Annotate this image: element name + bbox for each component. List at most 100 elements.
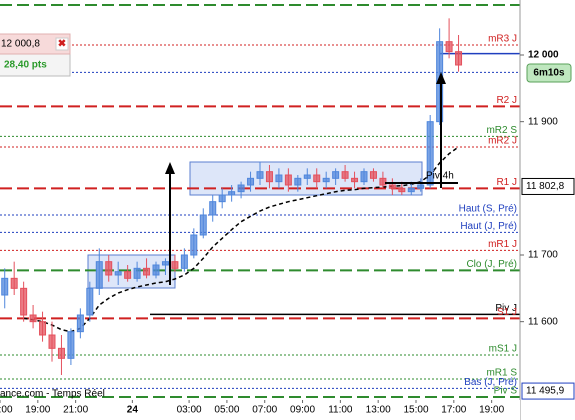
candle-body bbox=[398, 187, 406, 193]
annotation: Piv 4h bbox=[426, 171, 454, 182]
x-tick-label: 13:00 bbox=[366, 405, 391, 416]
candle-body bbox=[417, 184, 425, 189]
candle-body bbox=[48, 334, 56, 349]
x-tick-label: 15:00 bbox=[403, 405, 428, 416]
close-icon[interactable]: ✖ bbox=[58, 39, 66, 50]
candle-body bbox=[275, 174, 283, 183]
level-label: S1 J bbox=[497, 307, 517, 318]
level-label: mR2 S bbox=[486, 125, 517, 136]
level-label: Bas (J, Pré) bbox=[464, 377, 517, 388]
candle-body bbox=[369, 171, 377, 179]
candle-body bbox=[426, 121, 434, 186]
candle-body bbox=[294, 177, 302, 186]
candle-body bbox=[313, 174, 321, 183]
candle-body bbox=[180, 254, 188, 269]
level-label: mR1 J bbox=[488, 239, 517, 250]
candle-body bbox=[218, 194, 226, 203]
x-tick-label: 19:00 bbox=[479, 405, 504, 416]
axes: 12 000 11 900 11 700 11 600 11 802,8 11 495,9… bbox=[0, 50, 575, 416]
candle-body bbox=[228, 191, 236, 196]
candle-body bbox=[143, 267, 151, 276]
candle-body bbox=[20, 287, 28, 316]
candle-body bbox=[114, 271, 122, 276]
level-label: Haut (J, Pré) bbox=[460, 221, 517, 232]
x-tick-label: 03:00 bbox=[177, 405, 202, 416]
candle-body bbox=[351, 177, 359, 183]
widget-change: 28,40 pts bbox=[4, 60, 47, 71]
candle-body bbox=[360, 171, 368, 183]
x-axis-area bbox=[0, 400, 520, 420]
overlay: Piv 4h bbox=[165, 72, 458, 285]
level-label: R2 J bbox=[496, 95, 517, 106]
x-tick-label: 11:00 bbox=[328, 405, 353, 416]
candle-body bbox=[407, 187, 415, 193]
candle-body bbox=[86, 287, 94, 316]
y-tick-label: 11 700 bbox=[528, 250, 558, 261]
candle-body bbox=[379, 177, 387, 186]
x-tick-label: 21:00 bbox=[63, 405, 88, 416]
level-label: mR1 S bbox=[486, 368, 517, 379]
x-tick-label: 19:00 bbox=[25, 405, 50, 416]
timer: 6m10s bbox=[533, 68, 565, 79]
candle-body bbox=[133, 267, 141, 279]
candle-body bbox=[256, 171, 264, 179]
level-label: R1 J bbox=[496, 177, 517, 188]
x-tick-label: 24 bbox=[127, 405, 139, 416]
candle-body bbox=[1, 277, 9, 296]
price-marker-box bbox=[521, 382, 575, 400]
x-tick-label: 05:00 bbox=[214, 405, 239, 416]
candle-body bbox=[76, 314, 84, 333]
candle-body bbox=[455, 51, 463, 66]
candle-body bbox=[161, 261, 169, 266]
candle-body bbox=[445, 41, 453, 53]
candle-body bbox=[303, 174, 311, 179]
price-marker-box bbox=[521, 177, 575, 195]
candle-body bbox=[57, 347, 65, 359]
level-label: Piv J bbox=[495, 303, 517, 314]
level-label: mS1 J bbox=[489, 344, 517, 355]
close-button[interactable] bbox=[55, 37, 69, 51]
x-tick-label: 07:00 bbox=[252, 405, 277, 416]
price-marker-label: 11 495,9 bbox=[526, 386, 565, 397]
candle-body bbox=[341, 171, 349, 179]
arrow-head bbox=[165, 162, 175, 174]
candle-body bbox=[332, 171, 340, 179]
source: ance.com - Temps Réel bbox=[0, 389, 105, 400]
widget-price: 12 000,8 bbox=[1, 39, 40, 50]
candle-body bbox=[105, 261, 113, 276]
candle-body bbox=[237, 184, 245, 193]
x-tick-label: 09:00 bbox=[290, 405, 315, 416]
level-label: mR2 J bbox=[488, 136, 517, 147]
timer-box bbox=[526, 63, 572, 83]
level-label: mR3 J bbox=[488, 34, 517, 45]
price-marker-label: 11 802,8 bbox=[526, 181, 565, 192]
price-widget-header bbox=[0, 33, 71, 55]
candle-body bbox=[152, 264, 160, 276]
candle-body bbox=[265, 171, 273, 183]
candle-body bbox=[171, 261, 179, 269]
candle-body bbox=[95, 261, 103, 289]
candle-body bbox=[388, 184, 396, 189]
candle-body bbox=[67, 331, 75, 359]
candle-body bbox=[124, 271, 132, 279]
candle-body bbox=[190, 234, 198, 256]
candle-body bbox=[322, 177, 330, 183]
moving-average bbox=[23, 146, 459, 333]
y-tick-label: 12 000 bbox=[528, 50, 559, 61]
candle-body bbox=[10, 277, 18, 289]
y-tick-label: 11 600 bbox=[528, 316, 558, 327]
candle-body bbox=[39, 321, 47, 336]
level-label: Piv S bbox=[494, 386, 518, 397]
x-tick-label: 17:00 bbox=[0, 405, 13, 416]
candle-body bbox=[29, 314, 37, 323]
y-axis-area bbox=[520, 0, 575, 420]
level-label: Haut (S, Pré) bbox=[459, 204, 517, 215]
level-label: Clo (J, Pré) bbox=[466, 259, 517, 270]
candle-body bbox=[284, 174, 292, 186]
y-tick-label: 11 900 bbox=[528, 116, 558, 127]
candle-body bbox=[199, 214, 207, 236]
arrow-head bbox=[436, 72, 446, 84]
